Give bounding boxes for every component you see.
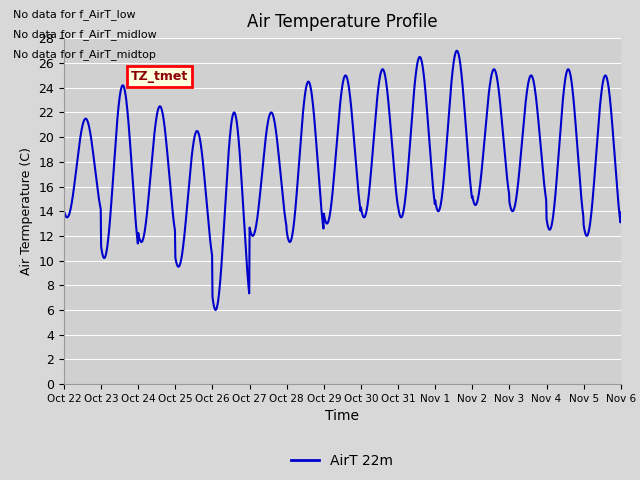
Y-axis label: Air Termperature (C): Air Termperature (C): [20, 147, 33, 275]
Title: Air Temperature Profile: Air Temperature Profile: [247, 13, 438, 31]
Legend: AirT 22m: AirT 22m: [286, 449, 399, 474]
Text: No data for f_AirT_low: No data for f_AirT_low: [13, 9, 136, 20]
Text: TZ_tmet: TZ_tmet: [131, 70, 188, 83]
X-axis label: Time: Time: [325, 409, 360, 423]
Text: No data for f_AirT_midtop: No data for f_AirT_midtop: [13, 49, 156, 60]
Text: No data for f_AirT_midlow: No data for f_AirT_midlow: [13, 29, 157, 40]
